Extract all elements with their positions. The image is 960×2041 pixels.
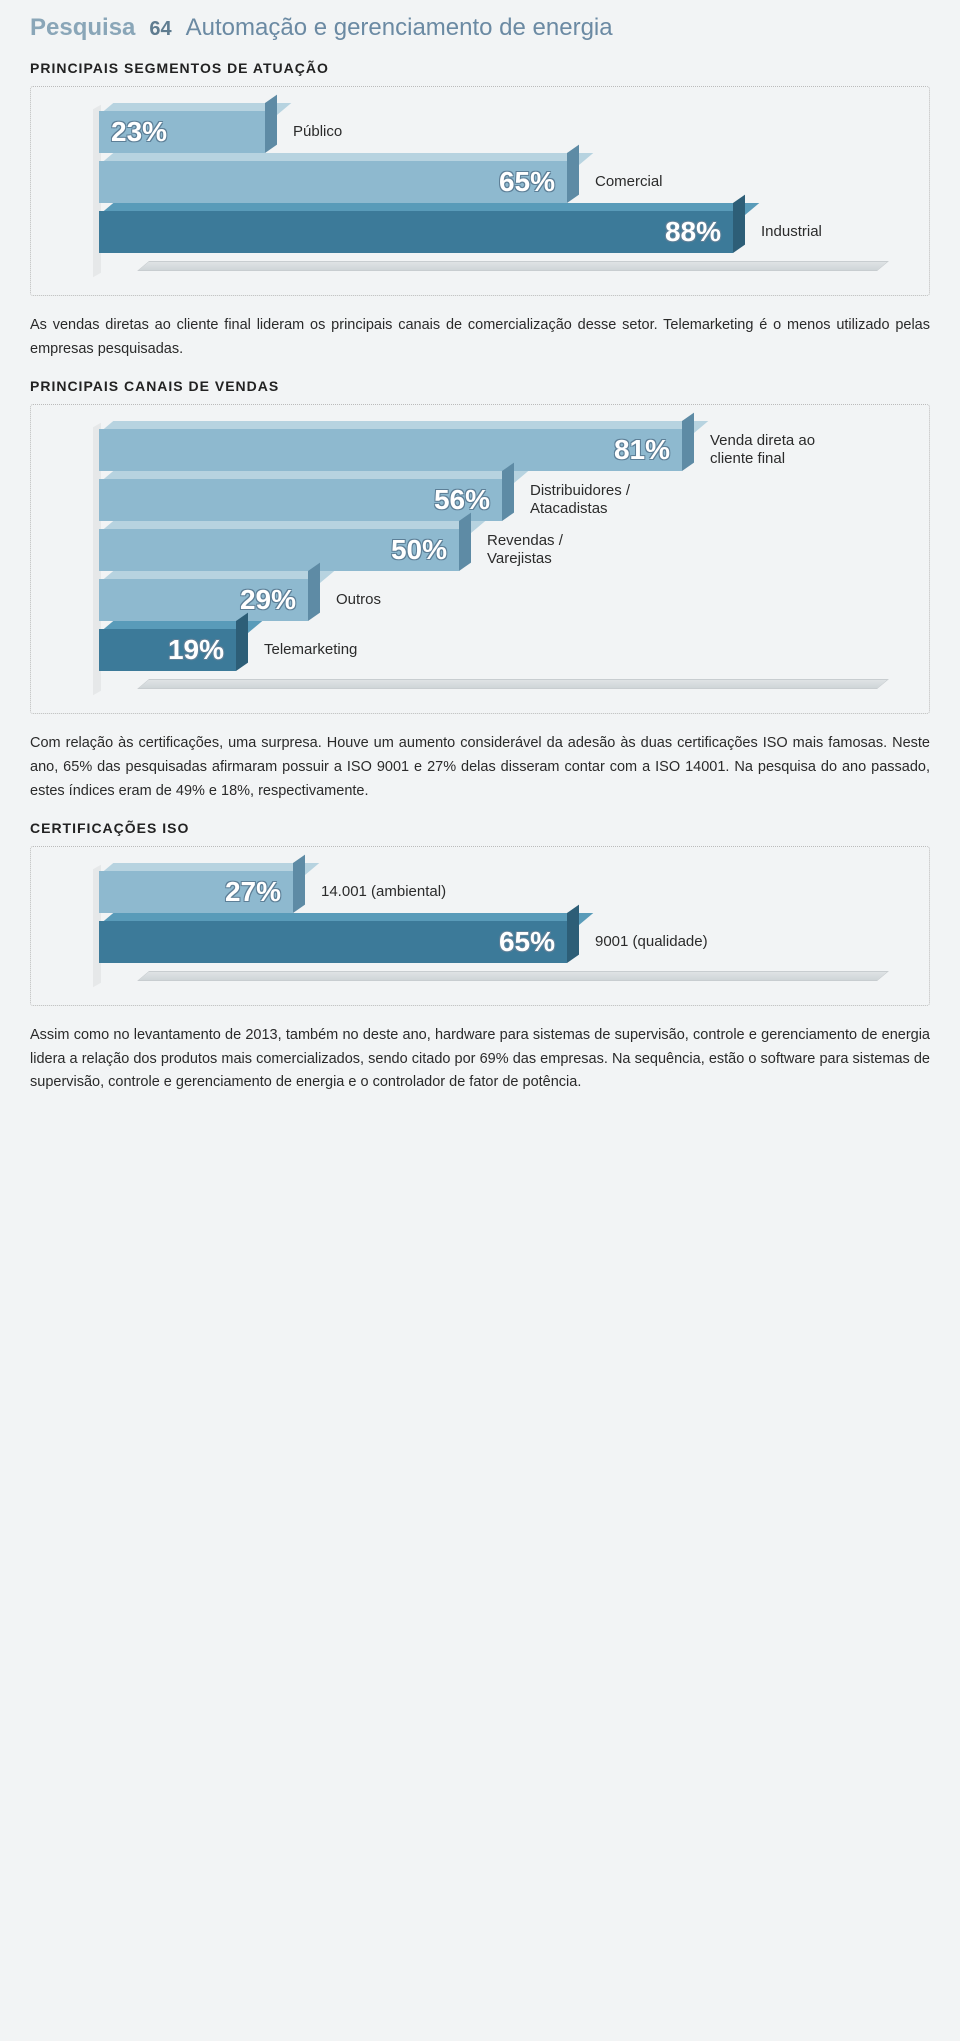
bar: 27%	[99, 871, 293, 913]
bar-row: 65% Comercial	[99, 161, 911, 203]
bar-label: Telemarketing	[264, 641, 357, 659]
bar-front-face	[99, 429, 682, 471]
page-header: Pesquisa 64 Automação e gerenciamento de…	[0, 0, 960, 48]
bar-front-face	[99, 921, 567, 963]
bar-percent: 29%	[240, 584, 296, 616]
chart3-following-text: Assim como no levantamento de 2013, tamb…	[0, 1006, 960, 1100]
bar-label: Outros	[336, 591, 381, 609]
bar-percent: 23%	[111, 116, 167, 148]
chart-base	[137, 679, 889, 689]
chart2-box: 81% Venda direta aocliente final 56% Distri…	[30, 404, 930, 714]
chart2-following-text: Com relação às certificações, uma surpre…	[0, 714, 960, 808]
bar-percent: 81%	[614, 434, 670, 466]
chart-base	[137, 261, 889, 271]
bar-percent: 19%	[168, 634, 224, 666]
bar-percent: 50%	[391, 534, 447, 566]
bar-row: 27% 14.001 (ambiental)	[99, 871, 911, 913]
bar-side-face	[293, 854, 305, 912]
chart1-title: PRINCIPAIS SEGMENTOS DE ATUAÇÃO	[0, 48, 960, 80]
bar-side-face	[459, 512, 471, 570]
bar-side-face	[308, 562, 320, 620]
chart2-title: PRINCIPAIS CANAIS DE VENDAS	[0, 366, 960, 398]
bar: 50%	[99, 529, 459, 571]
bar: 29%	[99, 579, 308, 621]
bar-row: 88% Industrial	[99, 211, 911, 253]
bar-percent: 65%	[499, 166, 555, 198]
bar-label: Público	[293, 123, 342, 141]
chart1-following-text: As vendas diretas ao cliente final lider…	[0, 296, 960, 366]
bar-row: 50% Revendas /Varejistas	[99, 529, 911, 571]
chart1-bars: 23% Público 65% Comercial 88% Industrial	[49, 111, 911, 271]
bar-percent: 88%	[665, 216, 721, 248]
bar-side-face	[567, 904, 579, 962]
chart3-title: CERTIFICAÇÕES ISO	[0, 808, 960, 840]
bar-side-face	[502, 462, 514, 520]
bar-side-face	[733, 195, 745, 253]
bar-row: 81% Venda direta aocliente final	[99, 429, 911, 471]
chart-base	[137, 971, 889, 981]
section-tag: Pesquisa	[30, 14, 135, 42]
bar-label: 9001 (qualidade)	[595, 933, 708, 951]
bar: 81%	[99, 429, 682, 471]
bar-side-face	[265, 95, 277, 153]
chart3-box: 27% 14.001 (ambiental) 65% 9001 (qualidade)	[30, 846, 930, 1006]
bar-label: 14.001 (ambiental)	[321, 883, 446, 901]
chart1-box: 23% Público 65% Comercial 88% Industrial	[30, 86, 930, 296]
bar-front-face	[99, 161, 567, 203]
bar-percent: 27%	[225, 876, 281, 908]
bar-label: Distribuidores /Atacadistas	[530, 482, 630, 518]
bar: 65%	[99, 921, 567, 963]
bar-label: Industrial	[761, 223, 822, 241]
bar-percent: 56%	[434, 484, 490, 516]
bar-side-face	[682, 412, 694, 470]
bar: 23%	[99, 111, 265, 153]
bar-row: 65% 9001 (qualidade)	[99, 921, 911, 963]
bar-label: Comercial	[595, 173, 663, 191]
bar-row: 29% Outros	[99, 579, 911, 621]
bar: 88%	[99, 211, 733, 253]
bar-row: 56% Distribuidores /Atacadistas	[99, 479, 911, 521]
bar-side-face	[567, 145, 579, 203]
page-number: 64	[149, 18, 171, 41]
bar-side-face	[236, 612, 248, 670]
page-topic: Automação e gerenciamento de energia	[186, 14, 613, 42]
bar-percent: 65%	[499, 926, 555, 958]
bar-label: Venda direta aocliente final	[710, 432, 815, 468]
chart3-bars: 27% 14.001 (ambiental) 65% 9001 (qualidade)	[49, 871, 911, 981]
bar-label: Revendas /Varejistas	[487, 532, 563, 568]
chart2-bars: 81% Venda direta aocliente final 56% Distri…	[49, 429, 911, 689]
bar: 19%	[99, 629, 236, 671]
bar-row: 19% Telemarketing	[99, 629, 911, 671]
bar: 56%	[99, 479, 502, 521]
bar-row: 23% Público	[99, 111, 911, 153]
bar: 65%	[99, 161, 567, 203]
bar-front-face	[99, 211, 733, 253]
